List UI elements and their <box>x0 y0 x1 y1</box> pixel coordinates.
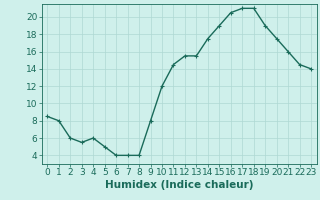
X-axis label: Humidex (Indice chaleur): Humidex (Indice chaleur) <box>105 180 253 190</box>
